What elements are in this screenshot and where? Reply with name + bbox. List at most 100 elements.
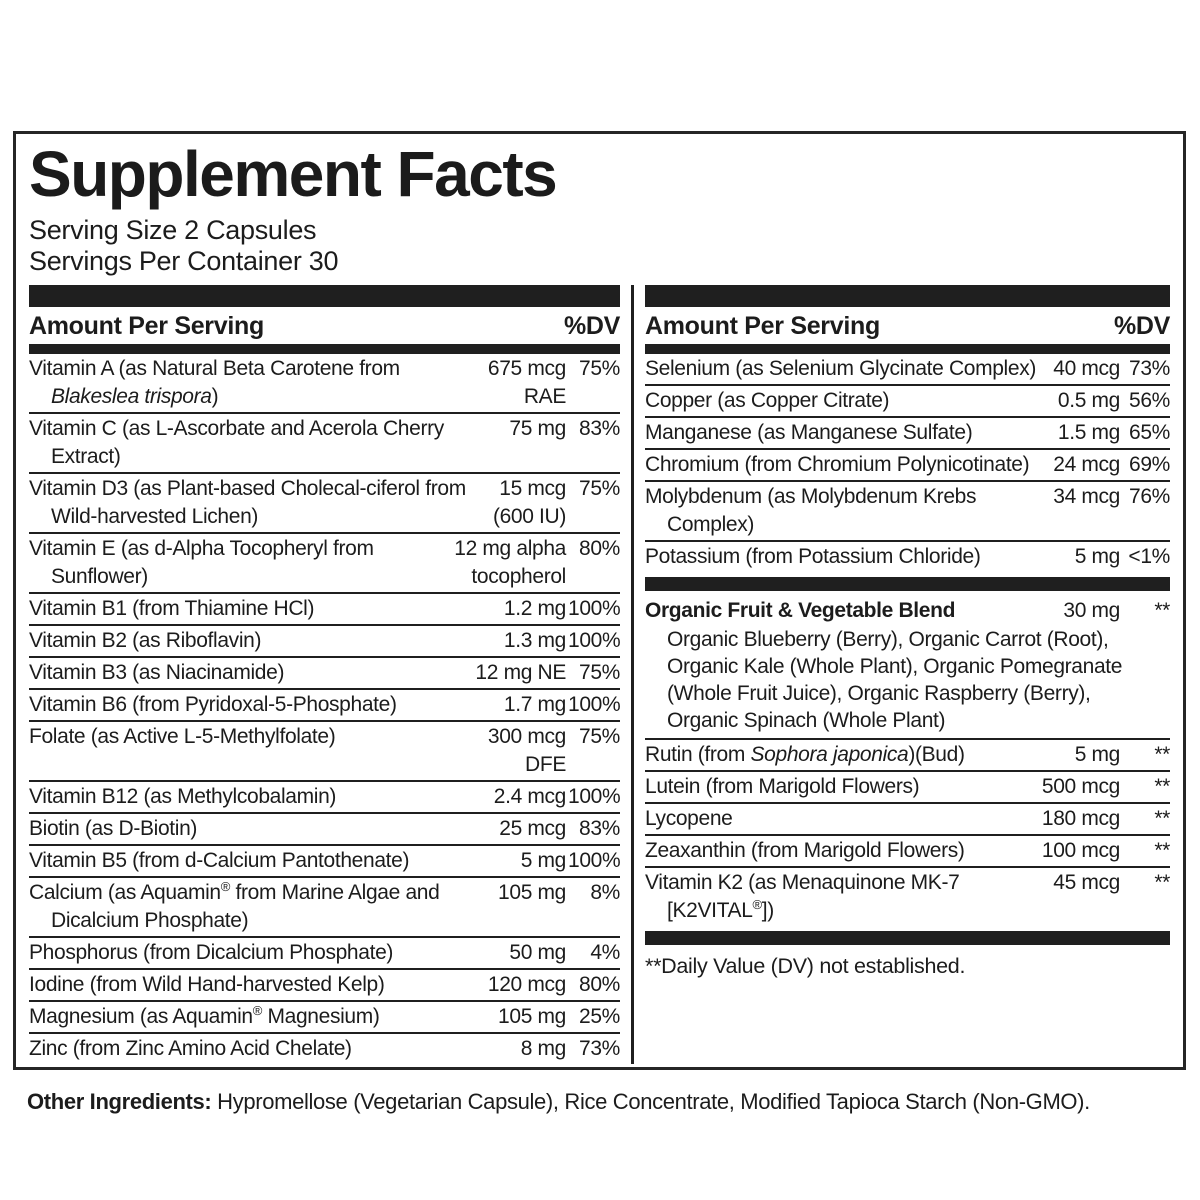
nutrient-dv: 25%	[579, 1005, 620, 1029]
nutrient-name: Manganese (as Manganese Sulfate)	[645, 421, 973, 445]
nutrient-dv: **	[1154, 871, 1170, 895]
other-ingredients-label: Other Ingredients:	[27, 1089, 212, 1114]
nutrient-name: Vitamin B5 (from d-Calcium Pantothenate)	[29, 849, 410, 873]
nutrient-row: Zeaxanthin (from Marigold Flowers) 100 mc…	[645, 834, 1170, 866]
nutrient-row: Zinc (from Zinc Amino Acid Chelate) 8 mg 7…	[29, 1032, 620, 1064]
section-divider-bar	[645, 577, 1170, 592]
nutrient-amount: 1.5 mg	[1057, 421, 1120, 445]
other-ingredients-text: Hypromellose (Vegetarian Capsule), Rice …	[211, 1089, 1090, 1114]
nutrient-row: Vitamin B3 (as Niacinamide) 12 mg NE 75%	[29, 656, 620, 688]
nutrient-row: Copper (as Copper Citrate) 0.5 mg 56%	[645, 384, 1170, 416]
nutrient-dv: 83%	[579, 817, 620, 841]
nutrient-row: Iodine (from Wild Hand-harvested Kelp) 12…	[29, 968, 620, 1000]
nutrient-name: Vitamin K2 (as Menaquinone MK-7 [K2VITAL…	[645, 871, 960, 923]
serving-size-text: Serving Size 2 Capsules	[29, 215, 317, 246]
nutrient-amount: 100 mcg	[1041, 839, 1120, 863]
nutrient-name: Zinc (from Zinc Amino Acid Chelate)	[29, 1037, 352, 1061]
nutrient-name: Rutin (from Sophora japonica)(Bud)	[645, 743, 965, 767]
nutrient-dv: **	[1154, 807, 1170, 831]
nutrient-amount: 8 mg	[520, 1037, 567, 1061]
amount-per-serving-label: Amount Per Serving	[645, 312, 880, 341]
nutrient-row: Phosphorus (from Dicalcium Phosphate) 50 …	[29, 936, 620, 968]
right-nutrient-rows: Selenium (as Selenium Glycinate Complex)…	[645, 354, 1170, 987]
nutrient-dv: 100%	[568, 597, 621, 621]
nutrient-amount: 675 mcg RAE	[487, 357, 566, 409]
nutrient-amount: 300 mcg DFE	[487, 725, 566, 777]
right-column-header: Amount Per Serving %DV	[645, 307, 1170, 344]
nutrient-dv: 100%	[568, 629, 621, 653]
nutrient-row: Manganese (as Manganese Sulfate) 1.5 mg 65…	[645, 416, 1170, 448]
nutrient-row: Vitamin B12 (as Methylcobalamin) 2.4 mcg 1…	[29, 780, 621, 812]
nutrient-amount: 500 mcg	[1041, 775, 1120, 799]
nutrient-row: Lutein (from Marigold Flowers) 500 mcg **	[645, 770, 1170, 802]
nutrient-name: Vitamin B2 (as Riboflavin)	[29, 629, 262, 653]
nutrient-row: Lycopene 180 mcg **	[645, 802, 1170, 834]
nutrient-amount: 24 mcg	[1053, 453, 1120, 477]
nutrient-dv: 100%	[568, 693, 621, 717]
percent-dv-label: %DV	[1113, 312, 1170, 341]
nutrient-row: Vitamin D3 (as Plant-based Cholecal-cife…	[29, 472, 620, 532]
nutrient-amount: 2.4 mcg	[493, 785, 567, 809]
nutrient-row: Vitamin B1 (from Thiamine HCl) 1.2 mg 100%	[29, 592, 621, 624]
nutrient-name: Lycopene	[645, 807, 733, 831]
nutrient-amount: 75 mg	[509, 417, 566, 441]
nutrient-amount: 1.7 mg	[503, 693, 566, 717]
nutrient-row: Vitamin B2 (as Riboflavin) 1.3 mg 100%	[29, 624, 621, 656]
nutrient-name: Chromium (from Chromium Polynicotinate)	[645, 453, 1030, 477]
blend-amount: 30 mg	[1063, 599, 1120, 623]
nutrient-name: Biotin (as D-Biotin)	[29, 817, 198, 841]
nutrient-amount: 105 mg	[498, 881, 566, 905]
nutrient-name: Magnesium (as Aquamin® Magnesium)	[29, 1003, 380, 1029]
nutrient-row: Chromium (from Chromium Polynicotinate) 2…	[645, 448, 1170, 480]
left-column: Amount Per Serving %DV Vitamin A (as Nat…	[29, 285, 621, 1064]
left-header-rule	[29, 344, 620, 355]
nutrient-name: Calcium (as Aquamin® from Marine Algae a…	[29, 879, 440, 933]
nutrient-amount: 105 mg	[498, 1005, 566, 1029]
nutrient-name: Vitamin B12 (as Methylcobalamin)	[29, 785, 337, 809]
nutrient-row: Folate (as Active L-5-Methylfolate) 300 m…	[29, 720, 620, 780]
nutrient-row: Molybdenum (as Molybdenum Krebs Complex)…	[645, 480, 1170, 540]
nutrient-name: Copper (as Copper Citrate)	[645, 389, 890, 413]
nutrient-name: Vitamin B3 (as Niacinamide)	[29, 661, 285, 685]
nutrient-amount: 180 mcg	[1041, 807, 1120, 831]
nutrient-dv: 100%	[568, 849, 621, 873]
nutrient-name: Vitamin A (as Natural Beta Carotene from…	[29, 357, 400, 409]
nutrient-dv: 65%	[1129, 421, 1170, 445]
nutrient-row: Vitamin K2 (as Menaquinone MK-7 [K2VITAL…	[645, 866, 1170, 926]
amount-per-serving-label: Amount Per Serving	[29, 312, 264, 341]
nutrient-dv: 8%	[590, 881, 620, 905]
nutrient-dv: **	[1154, 775, 1170, 799]
nutrient-name: Vitamin C (as L-Ascorbate and Acerola Ch…	[29, 417, 444, 469]
nutrient-amount: 1.3 mg	[503, 629, 566, 653]
nutrient-row: Vitamin B6 (from Pyridoxal-5-Phosphate) 1…	[29, 688, 621, 720]
nutrient-row: Calcium (as Aquamin® from Marine Algae a…	[29, 876, 620, 936]
nutrient-amount: 0.5 mg	[1057, 389, 1120, 413]
nutrient-dv: 73%	[579, 1037, 620, 1061]
nutrient-name: Potassium (from Potassium Chloride)	[645, 545, 981, 569]
right-header-rule	[645, 344, 1170, 355]
nutrient-dv: 76%	[1129, 485, 1170, 509]
left-nutrient-rows: Vitamin A (as Natural Beta Carotene from…	[29, 354, 621, 1064]
nutrient-amount: 15 mcg (600 IU)	[492, 477, 566, 529]
nutrient-row: Potassium (from Potassium Chloride) 5 mg <…	[645, 540, 1170, 572]
nutrient-dv: 80%	[579, 973, 620, 997]
nutrient-row: Biotin (as D-Biotin) 25 mcg 83%	[29, 812, 620, 844]
blend-ingredients: Organic Blueberry (Berry), Organic Carro…	[667, 628, 1123, 733]
blend-dv: **	[1154, 599, 1170, 623]
facts-columns: Amount Per Serving %DV Vitamin A (as Nat…	[29, 285, 1170, 1065]
servings-per-container-text: Servings Per Container 30	[29, 246, 339, 277]
nutrient-name: Molybdenum (as Molybdenum Krebs Complex)	[645, 485, 977, 537]
nutrient-amount: 25 mcg	[499, 817, 566, 841]
nutrient-amount: 34 mcg	[1053, 485, 1120, 509]
nutrient-name: Vitamin B1 (from Thiamine HCl)	[29, 597, 315, 621]
nutrient-name: Vitamin E (as d-Alpha Tocopheryl from Su…	[29, 537, 374, 589]
nutrient-amount: 40 mcg	[1053, 357, 1120, 381]
left-column-top-bar	[29, 285, 620, 308]
nutrient-dv: 4%	[590, 941, 620, 965]
nutrient-name: Selenium (as Selenium Glycinate Complex)	[645, 357, 1036, 381]
nutrient-dv: <1%	[1128, 545, 1170, 569]
nutrient-dv: 75%	[579, 477, 620, 501]
nutrient-dv: 56%	[1129, 389, 1170, 413]
nutrient-dv: 83%	[579, 417, 620, 441]
nutrient-amount: 5 mg	[1074, 743, 1121, 767]
